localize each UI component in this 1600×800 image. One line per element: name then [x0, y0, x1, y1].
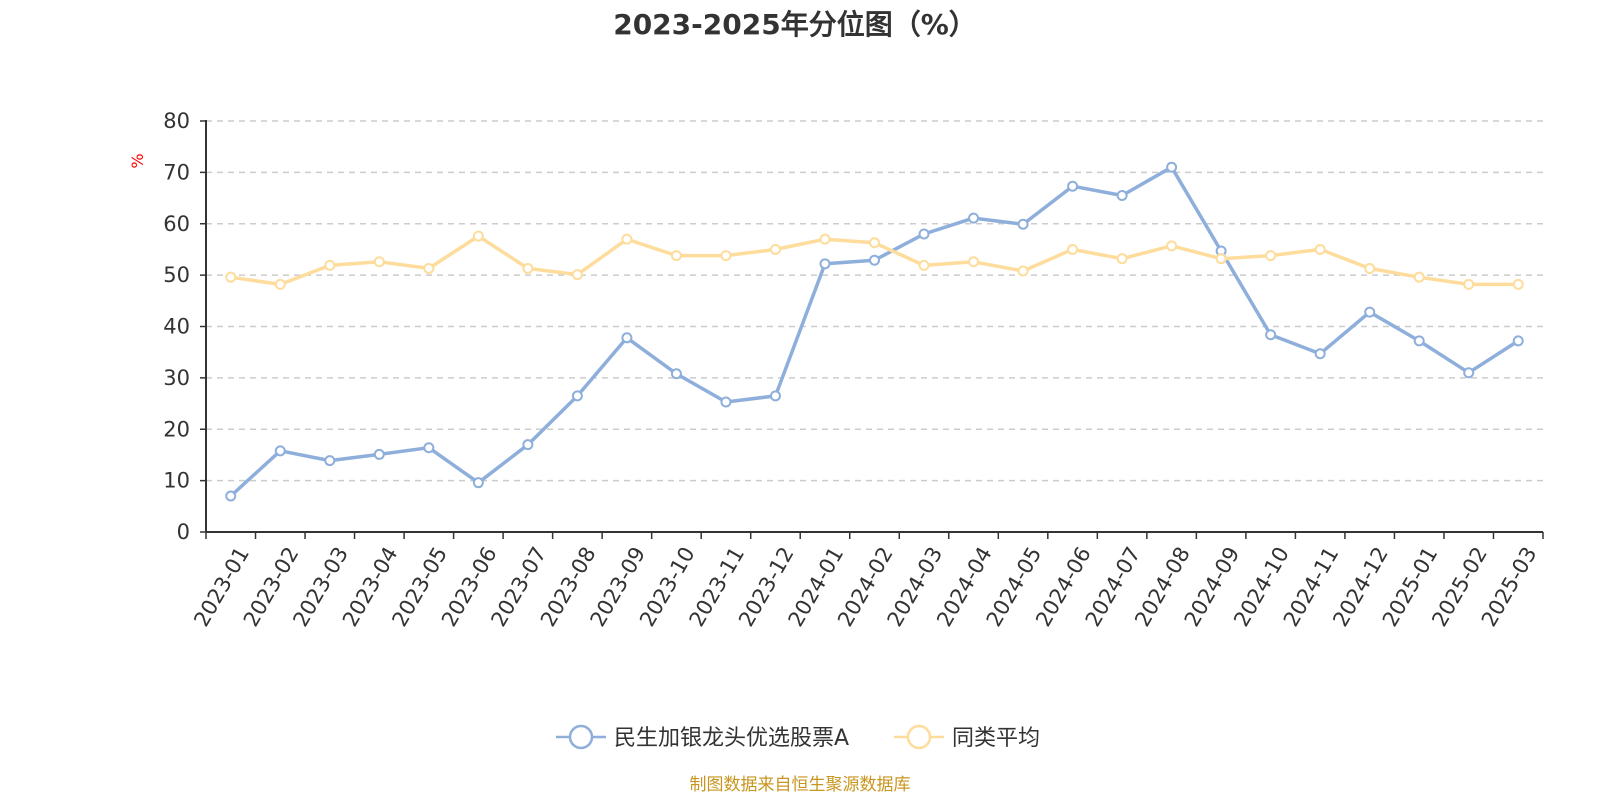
data-point	[1512, 335, 1524, 347]
data-point	[472, 477, 484, 489]
data-point	[1067, 180, 1079, 192]
data-point	[1265, 329, 1277, 341]
data-point	[621, 332, 633, 344]
legend[interactable]: 民生加银龙头优选股票A 同类平均	[556, 724, 1040, 751]
data-point	[225, 271, 237, 283]
data-point	[423, 262, 435, 274]
data-point	[373, 448, 385, 460]
data-point	[720, 250, 732, 262]
data-point	[1166, 161, 1178, 173]
data-point	[1116, 253, 1128, 265]
legend-label: 民生加银龙头优选股票A	[614, 726, 849, 751]
data-point	[819, 258, 831, 270]
data-point	[869, 237, 880, 249]
data-point	[769, 390, 781, 402]
data-point	[472, 230, 484, 242]
data-point	[522, 439, 534, 451]
data-point	[571, 269, 583, 281]
data-point	[1463, 278, 1475, 290]
data-point	[571, 390, 583, 402]
data-point	[1463, 367, 1475, 379]
data-point	[274, 278, 286, 290]
data-point	[1215, 253, 1227, 265]
data-point	[324, 259, 336, 271]
data-point	[1413, 271, 1425, 283]
y-tick-label: 0	[177, 520, 190, 544]
data-point	[324, 455, 336, 467]
y-tick-labels: 0 10 20 30 40 50 60 70 80	[163, 109, 190, 544]
data-point	[918, 228, 930, 240]
data-point	[769, 243, 781, 255]
data-point	[1265, 250, 1277, 262]
data-point	[968, 256, 980, 268]
legend-circle-icon	[906, 724, 932, 750]
legend-item[interactable]: 同类平均	[894, 724, 1040, 751]
data-point	[1116, 189, 1128, 201]
y-tick-label: 30	[163, 366, 190, 390]
data-point	[720, 396, 732, 408]
data-point	[522, 262, 534, 274]
data-point	[1166, 240, 1178, 252]
y-axis-label: %	[128, 153, 147, 168]
x-tick-labels: 2023-012023-022023-032023-042023-052023-…	[189, 543, 1541, 631]
legend-circle-icon	[568, 724, 594, 750]
data-point	[869, 254, 880, 266]
data-point	[274, 445, 286, 457]
data-point	[1364, 262, 1376, 274]
data-point	[1512, 278, 1524, 290]
legend-label: 同类平均	[952, 726, 1040, 751]
y-tick-label: 80	[163, 109, 190, 133]
data-point	[423, 442, 435, 454]
chart-title: 2023-2025年分位图（%）	[613, 8, 977, 41]
data-point	[819, 233, 831, 245]
data-point	[670, 250, 682, 262]
data-point	[968, 212, 980, 224]
data-point	[670, 368, 682, 380]
data-point	[918, 259, 930, 271]
y-tick-label: 50	[163, 263, 190, 287]
data-point	[1413, 335, 1425, 347]
y-tick-label: 60	[163, 212, 190, 236]
grid-lines	[206, 120, 1543, 482]
data-point	[1017, 218, 1029, 230]
data-point	[1364, 306, 1376, 318]
source-note: 制图数据来自恒生聚源数据库	[690, 775, 911, 795]
data-point	[1314, 243, 1326, 255]
y-tick-label: 70	[163, 160, 190, 184]
y-tick-label: 40	[163, 315, 190, 339]
data-point	[1314, 348, 1326, 360]
data-point	[621, 233, 633, 245]
axes	[200, 120, 1544, 539]
data-point	[1067, 243, 1079, 255]
legend-item[interactable]: 民生加银龙头优选股票A	[556, 724, 849, 751]
y-tick-label: 20	[163, 417, 190, 441]
data-point	[1017, 265, 1029, 277]
series-lines	[225, 161, 1524, 502]
data-point	[225, 490, 237, 502]
data-point	[373, 256, 385, 268]
y-tick-label: 10	[163, 469, 190, 493]
